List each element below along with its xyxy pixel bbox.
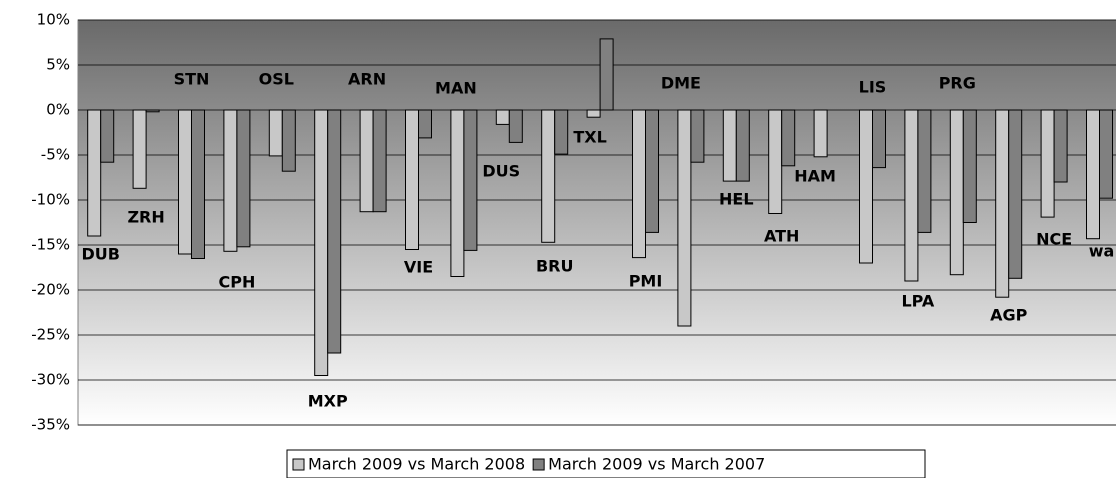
bar bbox=[632, 109, 646, 259]
bar bbox=[859, 109, 873, 264]
bar bbox=[178, 109, 192, 255]
category-label: MAN bbox=[435, 79, 477, 98]
legend-text: March 2009 vs March 2007 bbox=[548, 455, 765, 474]
bar bbox=[690, 109, 705, 163]
bar bbox=[281, 109, 296, 172]
bar bbox=[995, 109, 1010, 298]
bar bbox=[132, 109, 147, 189]
legend-box bbox=[286, 449, 926, 478]
legend: March 2009 vs March 2008 March 2009 vs Ma… bbox=[286, 449, 926, 478]
bar bbox=[145, 109, 160, 113]
category-label: PMI bbox=[629, 272, 663, 291]
bar bbox=[327, 109, 342, 354]
bar bbox=[450, 109, 465, 277]
legend-swatch bbox=[532, 458, 545, 471]
bar bbox=[872, 109, 886, 169]
category-label: HEL bbox=[719, 190, 754, 209]
bar bbox=[314, 109, 329, 376]
y-tick-label: -10% bbox=[31, 191, 70, 209]
category-label: BRU bbox=[536, 257, 574, 276]
bar bbox=[645, 109, 659, 233]
y-tick-label: 0% bbox=[46, 101, 70, 119]
category-label: LPA bbox=[901, 292, 934, 311]
category-label: ATH bbox=[764, 227, 799, 246]
category-label: HAM bbox=[794, 167, 836, 186]
bar bbox=[1086, 109, 1100, 240]
y-tick-label: -35% bbox=[31, 416, 70, 434]
bar bbox=[372, 109, 387, 213]
category-label: VIE bbox=[404, 258, 433, 277]
bar bbox=[735, 109, 750, 182]
category-label: AGP bbox=[990, 306, 1028, 325]
bar bbox=[1053, 109, 1068, 183]
bar bbox=[768, 109, 783, 214]
bar bbox=[359, 109, 374, 213]
bar bbox=[508, 109, 523, 143]
bar bbox=[917, 109, 932, 233]
category-label: ZRH bbox=[127, 208, 164, 227]
category-label: TXL bbox=[573, 128, 606, 147]
bar bbox=[236, 109, 251, 248]
category-label: OSL bbox=[259, 70, 294, 89]
bar bbox=[949, 109, 964, 276]
plot-area bbox=[77, 19, 1116, 426]
bar bbox=[813, 109, 828, 158]
y-tick-label: -5% bbox=[41, 146, 70, 164]
category-label: NCE bbox=[1036, 230, 1072, 249]
category-label: wa bbox=[1089, 242, 1115, 261]
bar bbox=[722, 109, 737, 182]
category-label: DME bbox=[661, 74, 701, 93]
category-label: MXP bbox=[308, 392, 348, 411]
bar bbox=[962, 109, 977, 223]
bar bbox=[554, 109, 569, 155]
bar bbox=[418, 109, 432, 139]
y-tick-label: -25% bbox=[31, 326, 70, 344]
bar bbox=[191, 109, 205, 259]
legend-text: March 2009 vs March 2008 bbox=[308, 455, 525, 474]
y-tick-label: 10% bbox=[37, 11, 70, 29]
bar bbox=[100, 109, 115, 163]
category-label: STN bbox=[174, 70, 210, 89]
bar bbox=[677, 109, 692, 327]
bar bbox=[1099, 109, 1113, 199]
bar bbox=[904, 109, 919, 282]
y-tick-label: -30% bbox=[31, 371, 70, 389]
bar bbox=[1008, 109, 1023, 279]
bar bbox=[405, 109, 419, 250]
bar bbox=[495, 109, 510, 125]
category-label: CPH bbox=[218, 273, 255, 292]
category-label: DUB bbox=[81, 245, 119, 264]
category-label: DUS bbox=[482, 162, 520, 181]
bar bbox=[463, 109, 478, 251]
category-label: PRG bbox=[939, 74, 976, 93]
bar bbox=[1040, 109, 1055, 218]
y-tick-label: -20% bbox=[31, 281, 70, 299]
bar bbox=[541, 109, 556, 243]
bar bbox=[223, 109, 238, 252]
category-label: LIS bbox=[859, 78, 887, 97]
bar bbox=[87, 109, 102, 237]
bar bbox=[781, 109, 796, 167]
legend-swatch bbox=[292, 458, 305, 471]
y-tick-label: -15% bbox=[31, 236, 70, 254]
y-tick-label: 5% bbox=[46, 56, 70, 74]
bar bbox=[268, 109, 283, 157]
category-label: ARN bbox=[348, 70, 386, 89]
bar bbox=[599, 38, 614, 111]
bar bbox=[586, 109, 601, 118]
